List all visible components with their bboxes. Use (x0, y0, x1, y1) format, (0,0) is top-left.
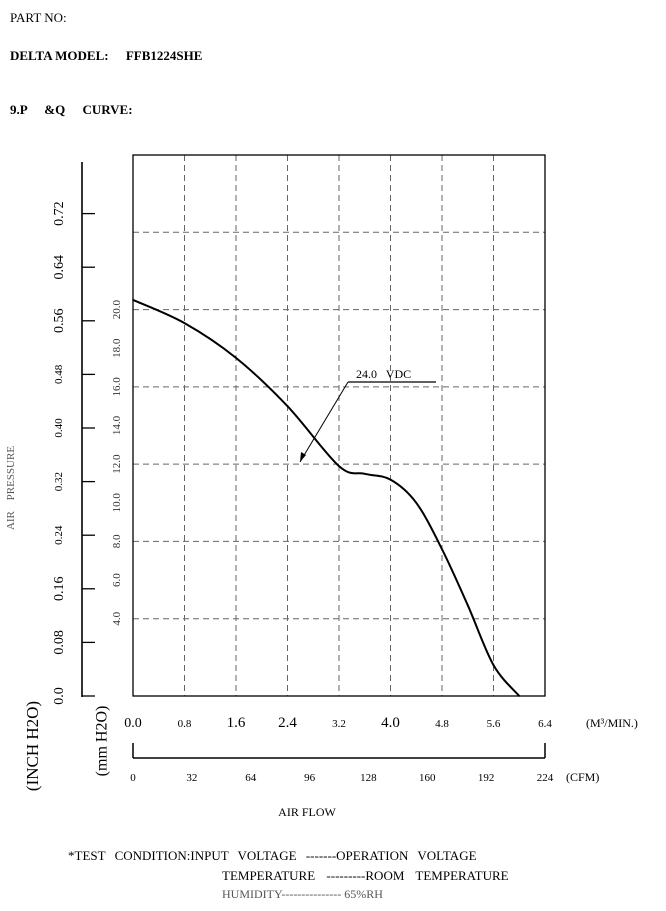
mm-unit-label: (mm H2O) (94, 706, 111, 777)
curve-title-pq: &Q (44, 102, 66, 117)
test-condition-line3: HUMIDITY--------------- 65%RH (222, 887, 383, 901)
inch-tick-label: 0.32 (53, 472, 65, 491)
curve-label: 24.0 VDC (356, 367, 411, 381)
m3-tick-label: 1.6 (227, 715, 246, 731)
inch-tick-label: 0.08 (52, 630, 67, 655)
pq-curve-point (466, 604, 469, 606)
model-value: FFB1224SHE (125, 48, 203, 63)
mm-tick-label: 14.0 (111, 415, 123, 435)
model-label: DELTA MODEL: (10, 48, 109, 63)
mm-tick-label: 6.0 (111, 573, 123, 587)
x-axis-title: AIR FLOW (278, 805, 336, 819)
part-no-label: PART NO: (10, 10, 67, 25)
mm-tick-label: 12.0 (111, 454, 123, 474)
mm-tick-label: 18.0 (111, 338, 123, 358)
curve-title-word: CURVE: (82, 102, 133, 117)
m3-unit-label: (M³/MIN.) (586, 716, 638, 730)
pq-curve-point (518, 695, 521, 697)
inch-unit-label: (INCH H2O) (23, 701, 42, 791)
pq-curve-point (132, 299, 134, 301)
cfm-tick-label: 96 (304, 772, 316, 784)
m3-tick-label: 0.8 (178, 718, 192, 730)
pq-curve-point (492, 664, 495, 666)
m3-tick-label: 4.0 (381, 715, 400, 731)
pq-curve-point (338, 465, 340, 467)
plot-frame (132, 154, 546, 697)
pq-curve-point (235, 357, 237, 359)
mm-tick-label: 20.0 (111, 299, 123, 319)
inch-tick-label: 0.56 (52, 309, 67, 334)
m3-tick-label: 3.2 (332, 718, 346, 730)
pq-curve-point (415, 501, 418, 504)
inch-tick-label: 0.72 (52, 201, 67, 226)
test-condition-line2: TEMPERATURE ---------ROOM TEMPERATURE (222, 868, 509, 883)
inch-tick-label: 0.16 (52, 577, 67, 602)
mm-tick-label: 10.0 (111, 493, 123, 513)
cfm-tick-label: 128 (360, 772, 377, 784)
model-row: DELTA MODEL: FFB1224SHE (10, 48, 202, 64)
m3-tick-label: 2.4 (278, 715, 297, 731)
cfm-tick-label: 192 (478, 772, 495, 784)
m3-tick-label: 4.8 (435, 718, 449, 730)
cfm-tick-label: 160 (419, 772, 436, 784)
inch-tick-label: 0.40 (53, 418, 65, 438)
curve-title: 9.P &Q CURVE: (10, 102, 133, 118)
pq-curve-point (441, 548, 443, 550)
callout-leader (299, 381, 349, 463)
cfm-tick-label: 64 (245, 772, 257, 784)
inch-tick-label: 0.48 (53, 364, 65, 384)
cfm-tick-label: 32 (186, 772, 197, 784)
mm-tick-label: 4.0 (111, 611, 123, 625)
mm-tick-label: 8.0 (111, 534, 123, 548)
cfm-unit-label: (CFM) (566, 770, 599, 784)
cfm-tick-label: 224 (537, 772, 554, 784)
test-condition-line1: *TEST CONDITION:INPUT VOLTAGE -------OPE… (68, 848, 477, 863)
pq-chart: 0.0 0.08 0.16 0.24 0.32 0.40 0.48 0.56 0.64 0.72 (… (5, 154, 638, 819)
cfm-tick-label: 0 (130, 772, 136, 784)
pq-curve-line (132, 298, 521, 697)
callout-arrowhead (300, 452, 306, 462)
inch-tick-label: 0.64 (52, 255, 67, 280)
m3-tick-label: 6.4 (538, 718, 552, 730)
pq-curve-point (286, 405, 289, 407)
pq-curve-point (389, 478, 392, 481)
curve-title-num: 9.P (10, 102, 27, 117)
mm-tick-label: 16.0 (111, 377, 123, 397)
inch-tick-label: 0.0 (52, 687, 67, 705)
pq-curve-point (363, 473, 366, 475)
air-pressure-label: AIR PRESSURE (5, 446, 17, 530)
pq-curve-point (183, 322, 186, 324)
m3-tick-label: 5.6 (487, 718, 501, 730)
m3-tick-label: 0.0 (124, 716, 142, 731)
inch-tick-label: 0.24 (53, 525, 65, 545)
